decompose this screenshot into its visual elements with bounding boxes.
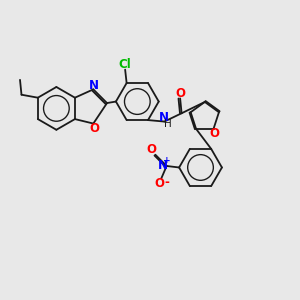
Text: Cl: Cl	[119, 58, 131, 71]
Text: O: O	[147, 143, 157, 156]
Text: O: O	[175, 86, 185, 100]
Text: O: O	[89, 122, 99, 135]
Text: N: N	[158, 159, 168, 172]
Text: H: H	[164, 119, 172, 129]
Text: -: -	[164, 176, 169, 189]
Text: +: +	[164, 156, 171, 165]
Text: N: N	[159, 111, 170, 124]
Text: O: O	[209, 128, 219, 140]
Text: O: O	[155, 177, 165, 190]
Text: N: N	[88, 79, 99, 92]
